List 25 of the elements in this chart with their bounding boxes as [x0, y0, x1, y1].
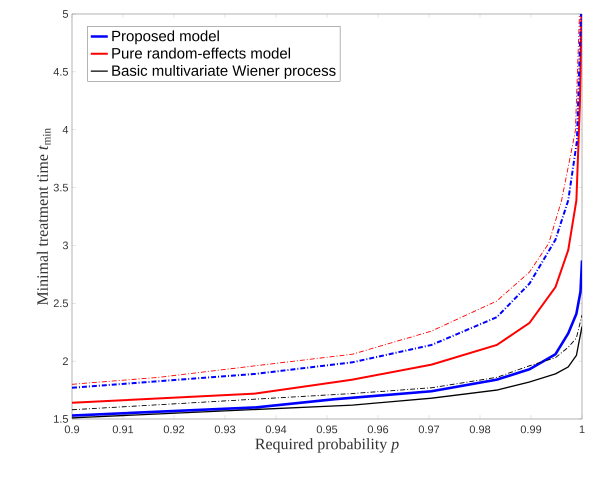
x-axis-title: Required probability p: [255, 438, 399, 453]
y-tick-label: 4.5: [53, 68, 68, 76]
x-tick-label: 0.99: [520, 426, 542, 434]
x-tick-label: 0.94: [266, 426, 286, 434]
x-tick-label: 1: [580, 426, 585, 434]
y-tick-label: 4: [62, 126, 68, 134]
x-tick-label: 0.97: [418, 426, 440, 434]
x-tick-label: 0.96: [368, 426, 388, 434]
x-tick-label: 0.9: [64, 426, 80, 434]
x-tick-label: 0.93: [214, 426, 236, 434]
legend-label: Basic multivariate Wiener process: [112, 64, 336, 79]
x-tick-label: 0.92: [164, 426, 184, 434]
legend-label: Proposed model: [112, 30, 219, 44]
x-tick-label: 0.98: [470, 426, 490, 434]
x-tick-label: 0.95: [316, 426, 338, 434]
y-tick-label: 5: [62, 10, 68, 18]
y-tick-label: 1.5: [54, 415, 68, 423]
line-series: [72, 259, 582, 417]
y-axis-title: Minimal treatment time t$_{min}$: [36, 128, 50, 306]
y-tick-label: 2.5: [54, 299, 68, 308]
y-tick-label: 3: [62, 242, 68, 250]
y-tick-label: 2: [62, 357, 68, 365]
y-tick-label: 3.5: [54, 184, 68, 192]
legend-label: Pure random-effects model: [112, 48, 290, 59]
x-tick-label: 0.91: [112, 426, 134, 434]
